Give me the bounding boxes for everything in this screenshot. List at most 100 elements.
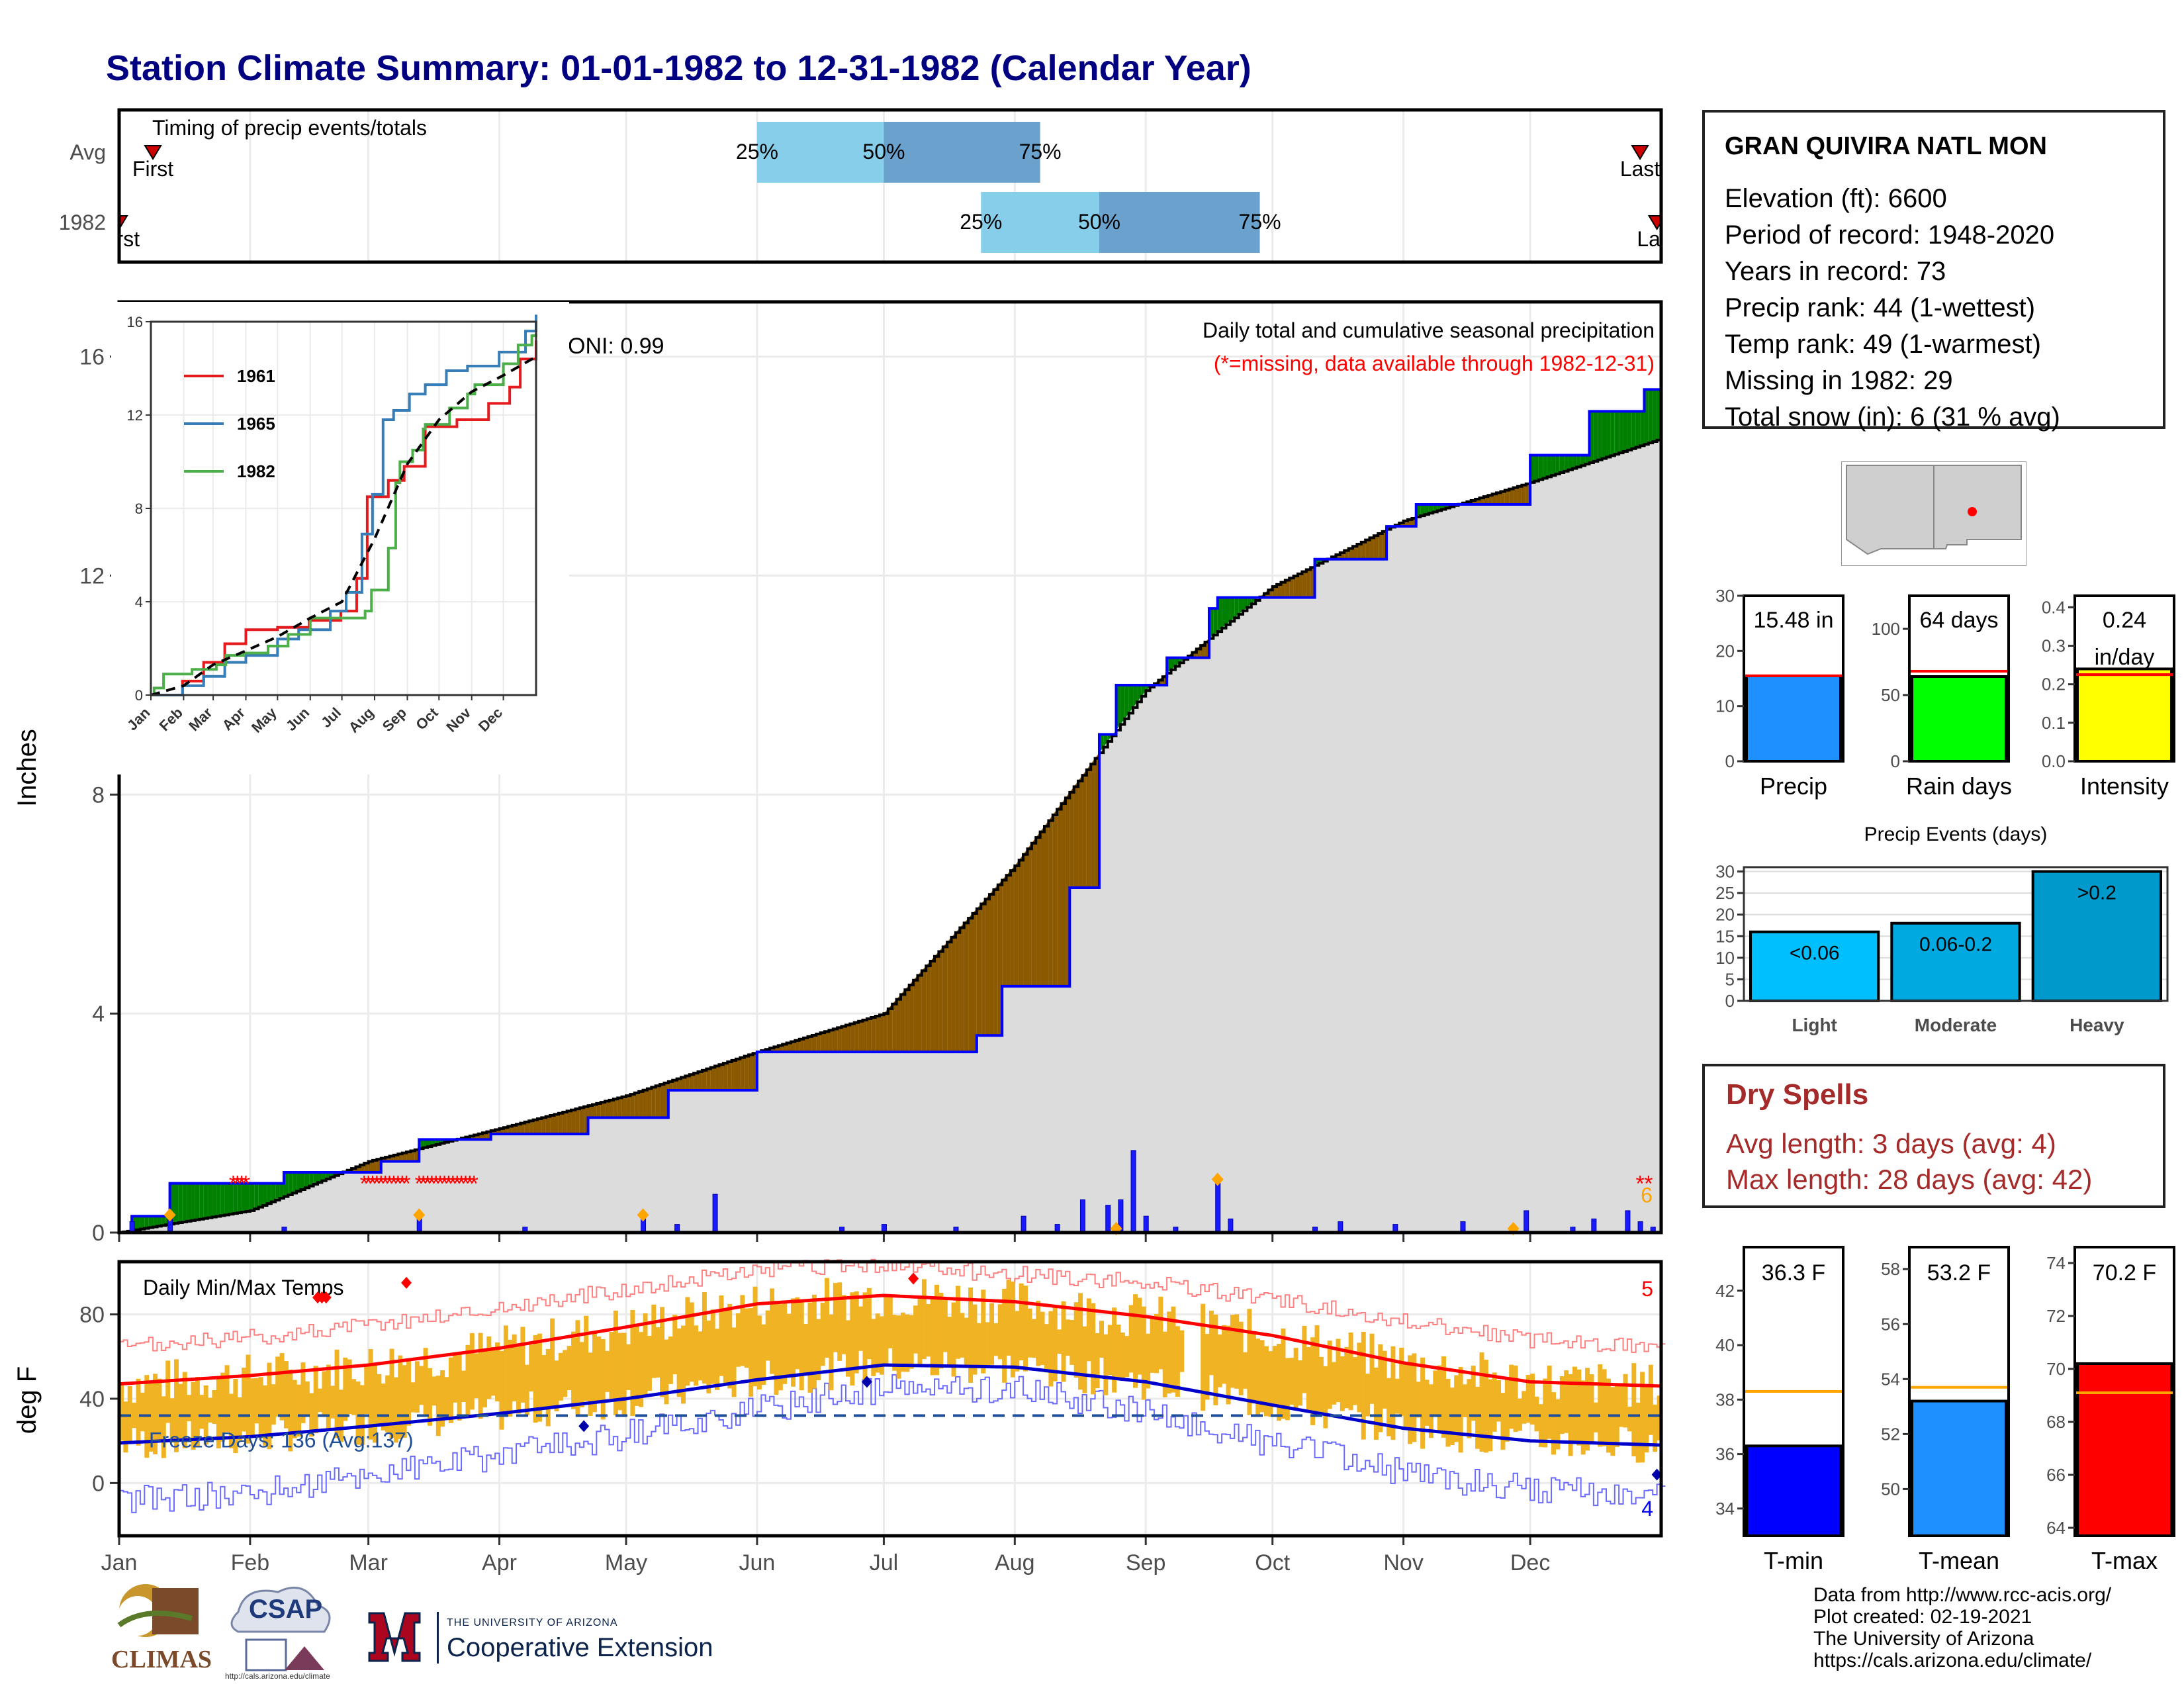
timing-last-label: Last [1620,157,1661,181]
precip-surplus-fill [157,1216,161,1227]
precip-deficit-fill [609,1099,614,1118]
page-title: Station Climate Summary: 01-01-1982 to 1… [106,48,1251,88]
daily-temp-bar [1458,1366,1463,1453]
precip-deficit-fill [1052,809,1058,986]
precip-surplus-fill [1247,597,1251,608]
daily-temp-bar [976,1323,981,1369]
daily-temp-bar [1103,1334,1109,1395]
precip-deficit-fill [993,884,998,1036]
daily-temp-bar [905,1314,910,1372]
precip-surplus-fill [296,1172,301,1192]
daily-temp-bar [187,1395,192,1422]
daily-temp-bar [1543,1378,1548,1448]
precip-surplus-fill [275,1183,280,1200]
daily-temp-bar [947,1317,952,1366]
precip-surplus-fill [1534,455,1539,481]
daily-temp-bar [579,1342,584,1407]
precip-surplus-fill [1226,597,1230,625]
daily-temp-bar [1019,1283,1024,1361]
daily-temp-bar [1522,1391,1527,1424]
precip-deficit-fill [820,1031,825,1053]
summary-ytick-label: 54 [1881,1369,1900,1389]
snow-marker [163,1208,176,1222]
summary-panel-label: T-mean [1919,1547,1999,1574]
precip-surplus-fill [1213,608,1218,635]
daily-temp-bar [406,1361,412,1426]
precip-deficit-fill [706,1067,711,1090]
precip-deficit-fill [575,1107,580,1135]
daily-temp-bar [1551,1392,1557,1455]
record-high-marker [401,1276,412,1289]
daily-temp-bar [288,1370,293,1452]
daily-temp-bar [1234,1314,1240,1389]
timing-q50-label: 50% [1078,210,1120,234]
daily-temp-bar [660,1307,665,1397]
daily-temp-bar [1475,1386,1480,1449]
daily-temp-bar [208,1397,213,1423]
daily-temp-bar [148,1382,154,1452]
events-ytick-label: 5 [1725,969,1735,989]
summary-ytick-label: 10 [1715,696,1735,716]
daily-temp-bar [740,1295,745,1366]
precip-deficit-fill [550,1114,555,1135]
daily-temp-bar [499,1350,504,1430]
missing-day-marker: * [457,1172,465,1197]
daily-temp-bar [820,1303,825,1366]
daily-temp-bar [689,1302,694,1382]
precip-surplus-fill [1547,455,1552,477]
daily-temp-bar [1644,1387,1649,1453]
record-high-marker [908,1272,919,1285]
precip-deficit-fill [896,994,901,1053]
daily-temp-bar [993,1323,999,1356]
daily-temp-bar [756,1315,762,1390]
precip-surplus-fill [1648,389,1653,444]
precip-deficit-fill [871,1016,876,1053]
daily-temp-bar [643,1313,648,1397]
daily-temp-bar [1281,1329,1286,1419]
daily-temp-bar [1082,1326,1087,1393]
precip-deficit-fill [596,1102,601,1118]
daily-temp-bar [1175,1326,1180,1397]
daily-temp-bar [300,1362,306,1423]
logos-graphic [117,1584,439,1671]
precip-deficit-fill [1298,571,1302,598]
missing-day-marker: * [229,1172,238,1197]
daily-temp-bar [1378,1344,1383,1432]
summary-ytick-label: 68 [2046,1412,2066,1432]
daily-temp-bar [1403,1364,1408,1427]
daily-temp-bar [563,1350,568,1397]
precip-deficit-fill [731,1058,736,1090]
precip-surplus-fill [220,1183,225,1216]
daily-temp-bar [140,1392,145,1432]
daily-temp-bar [1154,1313,1159,1374]
daily-temp-bar [533,1335,538,1423]
daily-precip-bar [1524,1210,1529,1233]
daily-temp-bar [1065,1319,1070,1356]
daily-temp-bar [524,1364,529,1416]
precip-deficit-fill [829,1029,833,1053]
precip-surplus-fill [1627,411,1632,450]
precip-deficit-fill [1044,820,1049,986]
daily-temp-bar [1500,1393,1506,1450]
missing-day-marker: * [415,1172,424,1197]
missing-day-marker: * [1635,1172,1644,1197]
daily-precip-bar [1079,1199,1085,1233]
summary-ytick-label: 64 [2046,1518,2066,1538]
event-bar [2031,870,2163,1002]
daily-temp-bar [845,1320,850,1377]
precip-deficit-fill [1015,860,1019,986]
precip-deficit-fill [909,980,914,1053]
daily-temp-bar [410,1382,416,1413]
daily-temp-bar [694,1325,699,1386]
daily-temp-bar [1044,1324,1049,1373]
daily-temp-bar [414,1361,420,1413]
precip-surplus-fill [250,1183,255,1211]
precip-normal-area [119,438,1661,1233]
daily-temp-bar [807,1302,813,1393]
daily-temp-bar [1492,1372,1497,1432]
daily-temp-bar [921,1279,927,1360]
inset-ytick-label: 4 [135,594,143,610]
precip-deficit-fill [1040,826,1044,986]
daily-temp-bar [1208,1311,1214,1376]
daily-temp-bar [710,1309,715,1384]
